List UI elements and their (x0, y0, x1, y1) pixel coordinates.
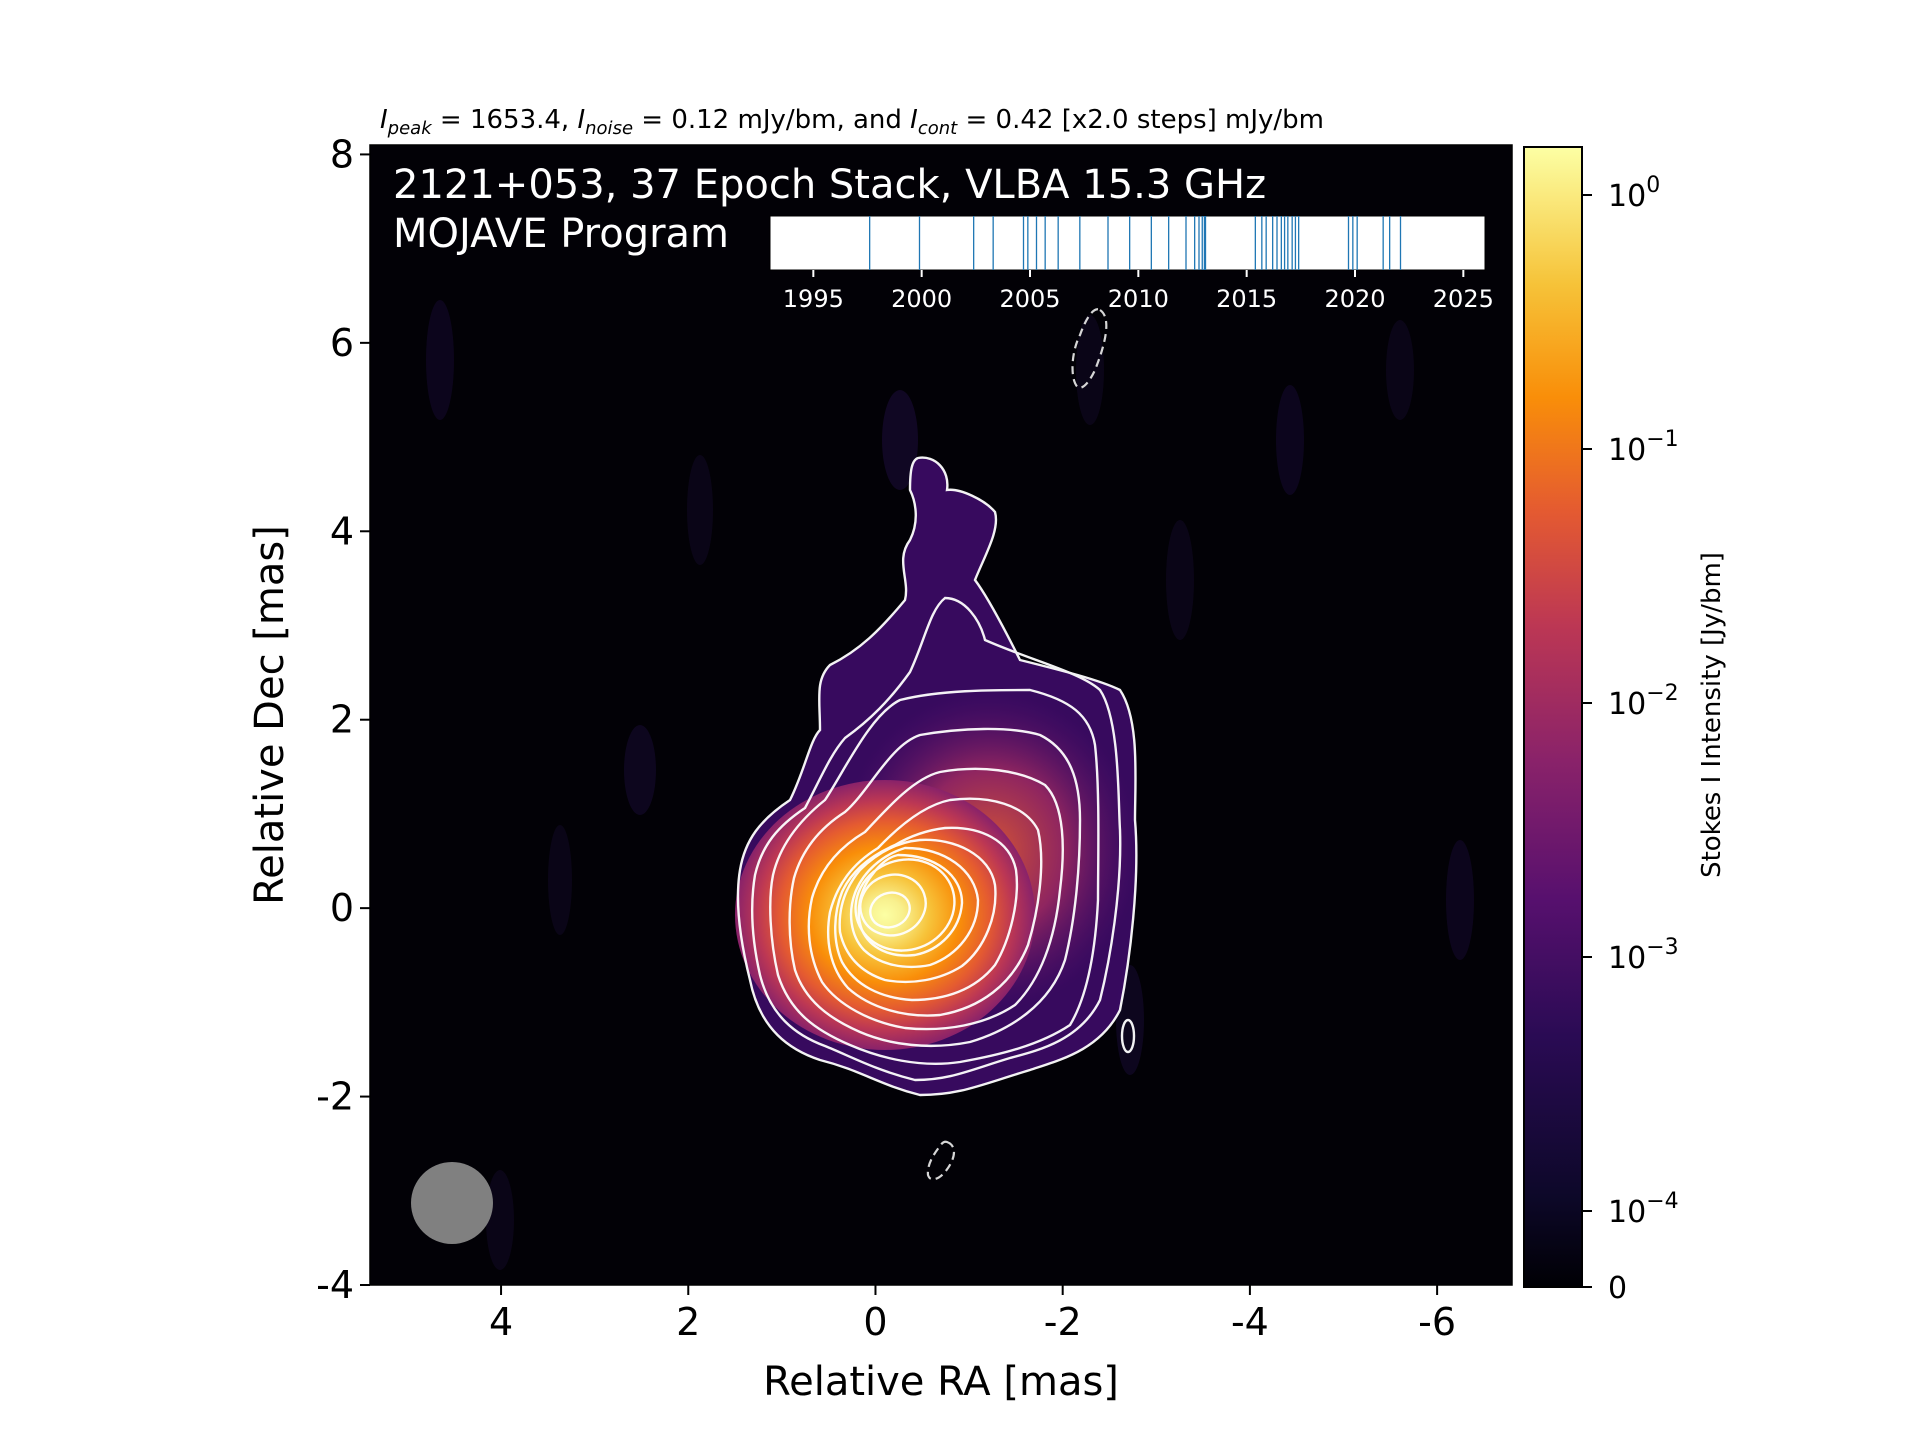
cont-value: = 0.42 [x2.0 steps] mJy/bm (957, 105, 1324, 135)
cont-label: I (910, 105, 918, 135)
colorbar-tick-label: 10−3 (1608, 935, 1679, 976)
timeline-background (769, 215, 1486, 271)
y-tick-label: 2 (330, 698, 354, 742)
y-axis: 8 6 4 2 0 -2 -4 (316, 132, 370, 1307)
y-tick-label: -4 (316, 1263, 354, 1307)
y-axis-label: Relative Dec [mas] (247, 525, 293, 905)
figure-header: Ipeak = 1653.4, Inoise = 0.12 mJy/bm, an… (380, 105, 1324, 139)
colorbar-gradient (1523, 146, 1583, 1288)
contour-level-8 (838, 838, 997, 984)
x-tick-label: 2 (676, 1300, 700, 1344)
contour-isolated-positive (1120, 1018, 1136, 1054)
colorbar-tick-label: 10−2 (1608, 681, 1679, 722)
timeline-tick-label: 2005 (999, 285, 1060, 313)
contour-level-3 (769, 688, 1100, 1065)
negative-contour-1 (1071, 308, 1108, 389)
colorbar-tick-label: 0 (1608, 1271, 1627, 1306)
contour-level-1 (736, 456, 1138, 1097)
epoch-timeline-inset: 1995 2000 2005 2010 2015 2020 2025 (769, 215, 1494, 313)
timeline-tick-label: 2015 (1216, 285, 1277, 313)
contours (736, 456, 1138, 1097)
x-tick-label: 0 (863, 1300, 887, 1344)
x-tick-label: 4 (489, 1300, 513, 1344)
overlay-title: 2121+053, 37 Epoch Stack, VLBA 15.3 GHz (393, 162, 1266, 208)
peak-sub: peak (387, 118, 434, 139)
timeline-tick-label: 2010 (1108, 285, 1169, 313)
timeline-ticks: 1995 2000 2005 2010 2015 2020 2025 (783, 270, 1494, 313)
contour-level-2 (751, 596, 1122, 1082)
colorbar-tick-label: 10−4 (1608, 1189, 1679, 1230)
negative-contour-2 (926, 1140, 955, 1181)
y-tick-label: 8 (330, 132, 354, 176)
plot-frame (369, 144, 1513, 1286)
cont-sub: cont (918, 118, 958, 139)
colorbar-tick-label: 10−1 (1608, 427, 1679, 468)
x-tick-label: -2 (1044, 1300, 1082, 1344)
colorbar-ticks: 0 10−4 10−3 10−2 10−1 100 (1582, 173, 1679, 1306)
contour-level-5 (807, 767, 1064, 1031)
overlay-subtitle: MOJAVE Program (393, 211, 729, 257)
contour-level-13 (869, 891, 911, 929)
peak-value: = 1653.4, (432, 105, 578, 135)
contour-level-12 (859, 873, 927, 937)
y-tick-label: 0 (330, 886, 354, 930)
main-plot: 2121+053, 37 Epoch Stack, VLBA 15.3 GHz … (370, 145, 1512, 1285)
x-tick-label: -4 (1231, 1300, 1269, 1344)
noise-label: I (577, 105, 585, 135)
y-tick-label: -2 (316, 1075, 354, 1119)
negative-contours (926, 308, 1108, 1181)
x-axis-label: Relative RA [mas] (763, 1359, 1119, 1405)
epoch-marks (869, 216, 1402, 270)
timeline-tick-label: 1995 (783, 285, 844, 313)
y-tick-label: 6 (330, 321, 354, 365)
y-tick-label: 4 (330, 509, 354, 553)
x-tick-label: -6 (1418, 1300, 1456, 1344)
noise-value: = 0.12 mJy/bm, and (633, 105, 910, 135)
timeline-tick-label: 2000 (891, 285, 952, 313)
contour-level-9 (849, 846, 980, 969)
timeline-tick-label: 2020 (1324, 285, 1385, 313)
peak-label: I (380, 105, 388, 135)
contour-level-6 (827, 797, 1043, 1017)
beam-ellipse (411, 1162, 493, 1244)
noise-sub: noise (585, 118, 633, 139)
colorbar-tick-label: 100 (1608, 173, 1660, 214)
contour-level-4 (788, 727, 1082, 1048)
x-axis: 4 2 0 -2 -4 -6 (489, 1285, 1456, 1344)
contour-level-11 (854, 858, 956, 952)
contour-level-10 (857, 853, 964, 957)
colorbar: 0 10−4 10−3 10−2 10−1 100 Stokes I Intensity … (1523, 146, 1727, 1306)
timeline-tick-label: 2025 (1433, 285, 1494, 313)
colorbar-label: Stokes I Intensity [Jy/bm] (1697, 552, 1727, 878)
